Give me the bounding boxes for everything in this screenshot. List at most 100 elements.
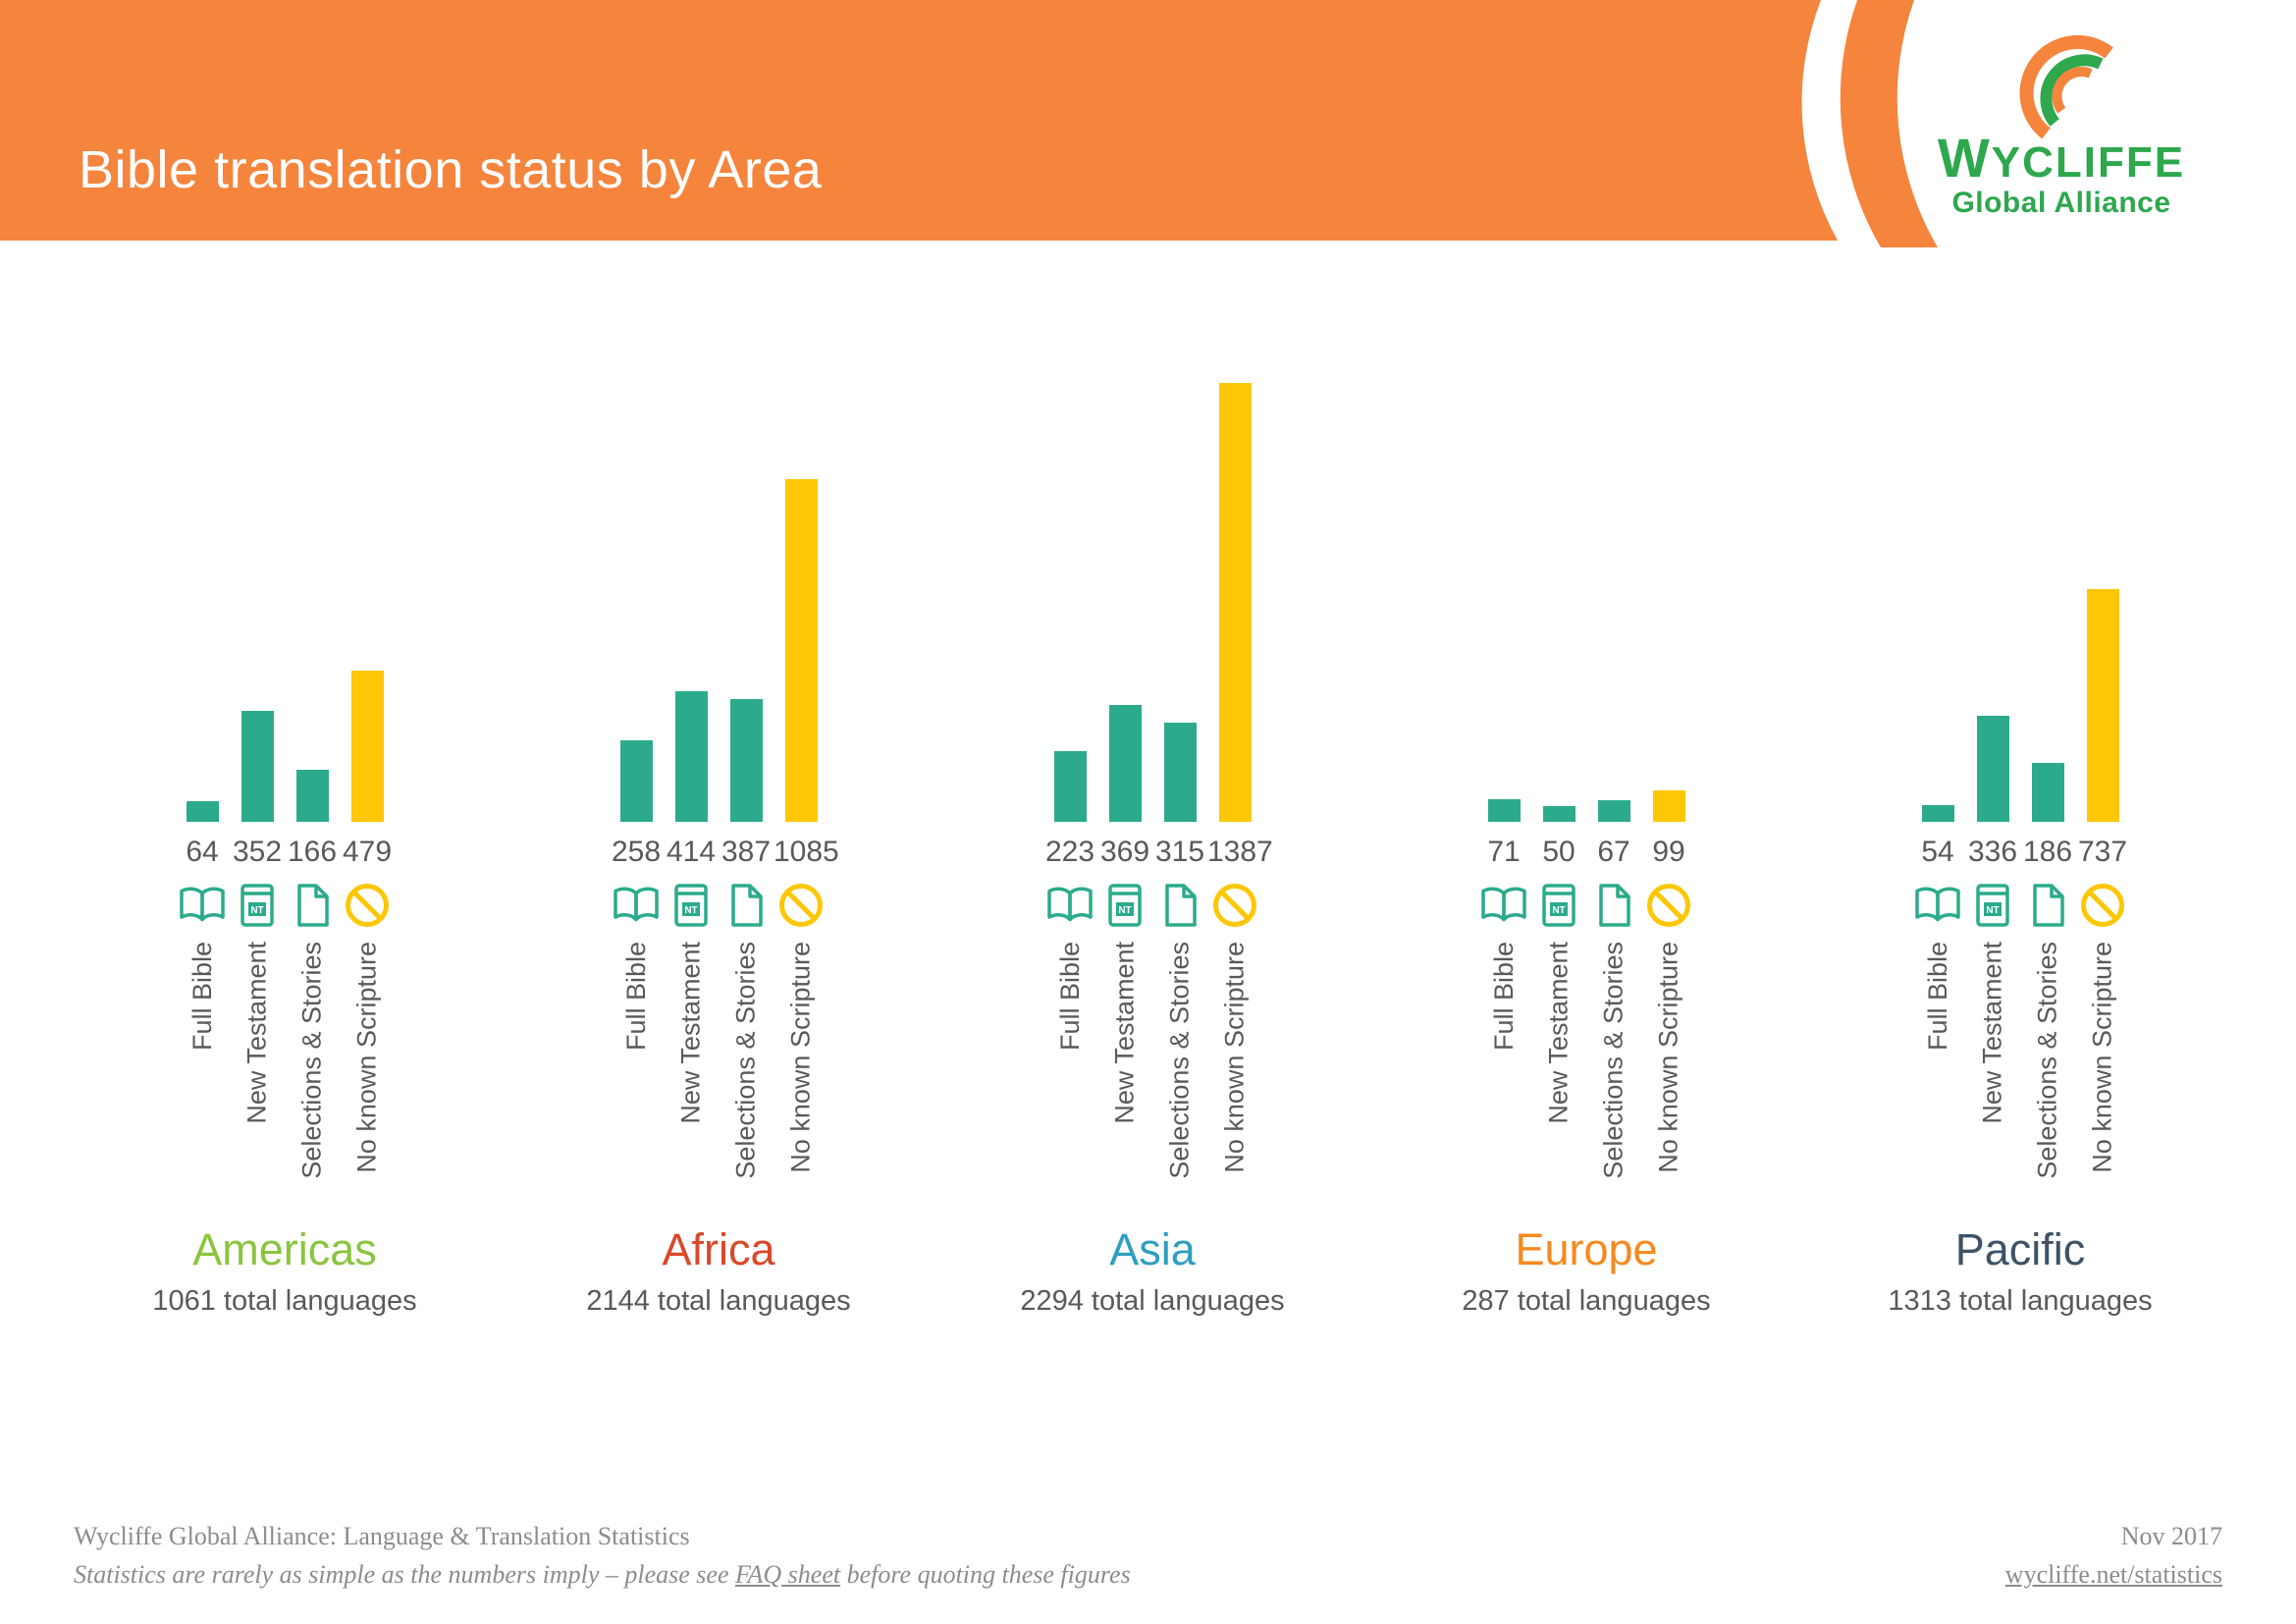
faq-sheet-link[interactable]: FAQ sheet [734,1560,841,1589]
label-full-bible: Full Bible [1489,942,1519,1052]
value-full-bible: 54 [1921,836,1954,868]
page-icon [297,884,329,927]
value-new-testament: 352 [232,836,283,868]
value-full-bible: 64 [186,836,219,868]
value-selections-stories: 315 [1154,836,1205,868]
label-new-testament: New Testament [242,942,272,1124]
region-total-languages: 2144 total languages [586,1285,851,1317]
page-icon [1599,884,1630,927]
open-book-icon [180,887,225,922]
bar-full-bible [186,801,219,822]
label-selections-stories: Selections & Stories [731,942,761,1179]
region-total-languages: 2294 total languages [1020,1285,1285,1317]
category-label-row: Full Bible New Testament Selections & St… [1042,942,1262,1179]
value-selections-stories: 67 [1597,836,1630,868]
open-book-icon [1481,887,1526,922]
category-label-row: Full Bible New Testament Selections & St… [175,942,395,1179]
bar-no-known-scripture [350,671,384,822]
bar-selections-stories [1597,800,1630,822]
label-selections-stories: Selections & Stories [1599,942,1629,1179]
value-new-testament: 336 [1967,836,2018,868]
icon-row: NT [175,881,395,930]
bar-no-known-scripture [1218,383,1252,822]
bar-new-testament [240,711,274,822]
page-icon [2033,884,2064,927]
value-full-bible: 71 [1487,836,1521,868]
bar-no-known-scripture [784,479,818,822]
label-no-known-scripture: No known Scripture [1654,942,1683,1173]
bar-row [1476,380,1696,822]
value-row: 64 352 166 479 [175,836,395,869]
logo-wordmark-initial: W [1937,127,1992,189]
svg-text:NT: NT [684,905,697,916]
bar-full-bible [1921,805,1954,822]
footer-disclaimer-line: Statistics are rarely as simple as the n… [74,1560,1131,1590]
bar-full-bible [1487,799,1521,822]
value-new-testament: 369 [1099,836,1150,868]
label-full-bible: Full Bible [1055,942,1085,1052]
label-no-known-scripture: No known Scripture [1220,942,1250,1173]
bar-selections-stories [729,699,763,822]
bar-row [609,380,828,822]
label-new-testament: New Testament [1110,942,1140,1124]
category-label-row: Full Bible New Testament Selections & St… [609,942,828,1179]
icon-row: NT [1476,881,1696,930]
header-swoosh-decoration [0,0,1938,247]
footer-left: Wycliffe Global Alliance: Language & Tra… [74,1522,1131,1590]
page-title: Bible translation status by Area [79,140,823,199]
bar-row [1042,380,1262,822]
region-group-africa: 258 414 387 1085 NT [557,380,881,1318]
nt-book-icon: NT [240,884,274,927]
region-name: Africa [662,1224,775,1274]
bar-new-testament [674,691,708,822]
region-group-europe: 71 50 67 99 NT [1424,380,1748,1318]
category-label-row: Full Bible New Testament Selections & St… [1910,942,2130,1179]
icon-row: NT [1910,881,2130,930]
region-name: Pacific [1954,1224,2086,1274]
statistics-url-link[interactable]: wycliffe.net/statistics [2004,1560,2222,1589]
label-full-bible: Full Bible [187,942,217,1052]
svg-text:NT: NT [1118,905,1131,916]
value-row: 71 50 67 99 [1476,836,1696,869]
nt-book-icon: NT [1976,884,2009,927]
logo-subtitle: Global Alliance [1951,187,2171,219]
value-no-known-scripture: 1387 [1207,836,1273,868]
value-selections-stories: 186 [2022,836,2073,868]
wycliffe-logo-mark-icon [2019,34,2113,139]
region-group-americas: 64 352 166 479 NT [123,380,447,1318]
value-selections-stories: 387 [721,836,772,868]
footer-right: Nov 2017 wycliffe.net/statistics [2005,1522,2222,1590]
open-book-icon [1047,887,1093,922]
bar-no-known-scripture [1652,790,1685,822]
bar-new-testament [1976,716,2009,822]
svg-text:NT: NT [1986,905,1999,916]
label-no-known-scripture: No known Scripture [352,942,382,1173]
chart-area: 64 352 166 479 NT [123,380,2182,1318]
value-no-known-scripture: 737 [2077,836,2128,868]
nt-book-icon: NT [1542,884,1575,927]
label-selections-stories: Selections & Stories [297,942,327,1179]
value-full-bible: 223 [1044,836,1095,868]
label-no-known-scripture: No known Scripture [786,942,816,1173]
footer-date: Nov 2017 [2120,1522,2222,1550]
region-name: Europe [1515,1224,1658,1274]
label-selections-stories: Selections & Stories [2033,942,2062,1179]
svg-text:NT: NT [250,905,263,916]
logo-wordmark-rest: YCLIFFE [1991,138,2186,187]
no-scripture-icon [1647,884,1690,927]
no-scripture-icon [2081,884,2124,927]
value-no-known-scripture: 1085 [774,836,839,868]
label-full-bible: Full Bible [1923,942,1952,1052]
region-total-languages: 287 total languages [1462,1285,1711,1317]
no-scripture-icon [1213,884,1256,927]
bar-full-bible [1053,751,1087,822]
value-full-bible: 258 [611,836,662,868]
page-icon [731,884,763,927]
icon-row: NT [609,881,828,930]
label-full-bible: Full Bible [621,942,651,1052]
value-no-known-scripture: 99 [1652,836,1685,868]
value-row: 54 336 186 737 [1910,836,2130,869]
footer-disclaimer-prefix: Statistics are rarely as simple as the n… [74,1560,735,1589]
label-no-known-scripture: No known Scripture [2088,942,2117,1173]
region-name: Asia [1109,1224,1196,1274]
